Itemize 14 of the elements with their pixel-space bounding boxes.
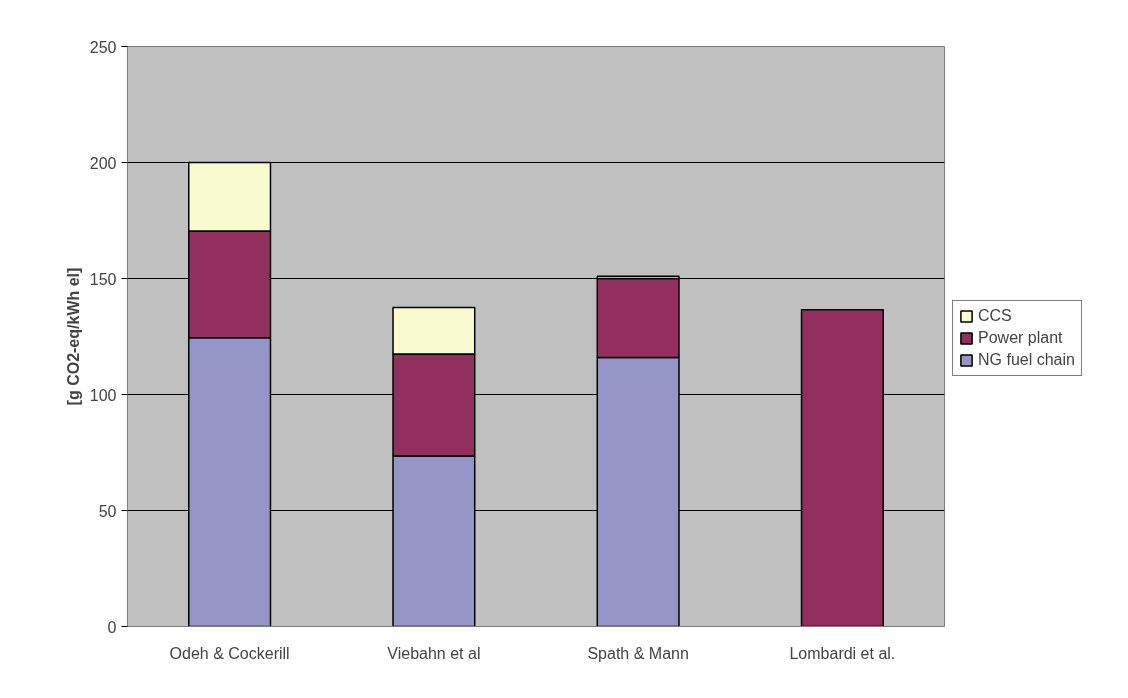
y-tick-label: 200 <box>89 154 117 172</box>
x-tick-label: Odeh & Cockerill <box>169 644 290 662</box>
y-tick-label: 250 <box>89 38 117 56</box>
y-tick-label: 0 <box>107 618 117 636</box>
legend-label: Power plant <box>978 329 1063 347</box>
x-tick-label: Viebahn et al <box>387 644 481 662</box>
x-tick-label: Spath & Mann <box>587 644 689 662</box>
y-tick-label: 150 <box>89 270 117 288</box>
legend-label: NG fuel chain <box>978 351 1075 369</box>
y-tick-label: 100 <box>89 386 117 404</box>
legend-label: CCS <box>978 307 1012 325</box>
x-tick-label: Lombardi et al. <box>789 644 896 662</box>
y-tick-label: 50 <box>98 502 117 520</box>
y-axis-title: [g CO2-eq/kWh el] <box>64 267 82 406</box>
